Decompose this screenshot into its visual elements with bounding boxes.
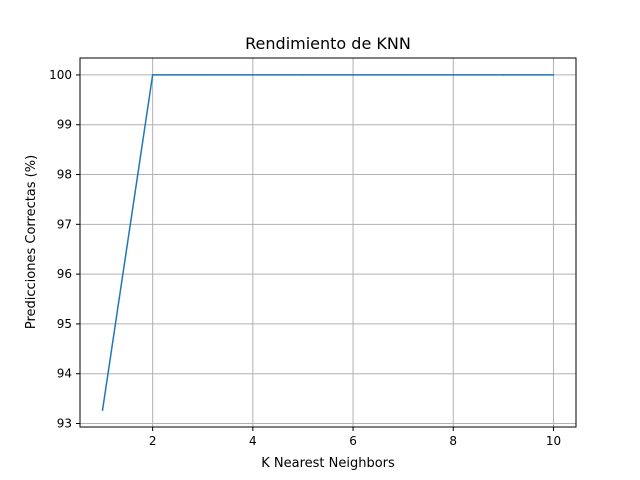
y-tick-label: 93 [57,417,72,431]
data-point [151,74,154,76]
x-tick-label: 8 [449,434,457,448]
x-tick-label: 10 [546,434,561,448]
grid [80,58,576,427]
y-tick-label: 97 [57,217,72,231]
data-point [552,74,555,76]
data-point [302,74,304,76]
x-tick-label: 4 [249,434,257,448]
y-tick-label: 100 [49,68,72,82]
y-tick-label: 98 [57,168,72,182]
data-point [101,409,104,411]
y-tick-label: 96 [57,267,72,281]
x-tick-label: 6 [349,434,357,448]
y-tick-label: 99 [57,118,72,132]
y-tick-label: 94 [57,367,72,381]
y-tick-label: 95 [57,317,72,331]
series-layer [101,74,555,411]
data-point [352,74,354,76]
y-axis-ticks: 93 94 95 96 97 98 99 100 [49,68,80,431]
x-tick-label: 2 [149,434,157,448]
data-point [402,74,404,76]
plot-frame [79,57,577,428]
data-point [502,74,505,76]
series-line [101,74,554,411]
y-axis-label: Predicciones Correctas (%) [24,155,39,329]
data-point [452,74,455,76]
x-axis-ticks: 2 4 6 8 10 [149,427,561,448]
chart-title: Rendimiento de KNN [245,34,411,53]
x-axis-label: K Nearest Neighbors [261,456,395,471]
data-point [201,74,204,76]
data-point [252,74,254,76]
